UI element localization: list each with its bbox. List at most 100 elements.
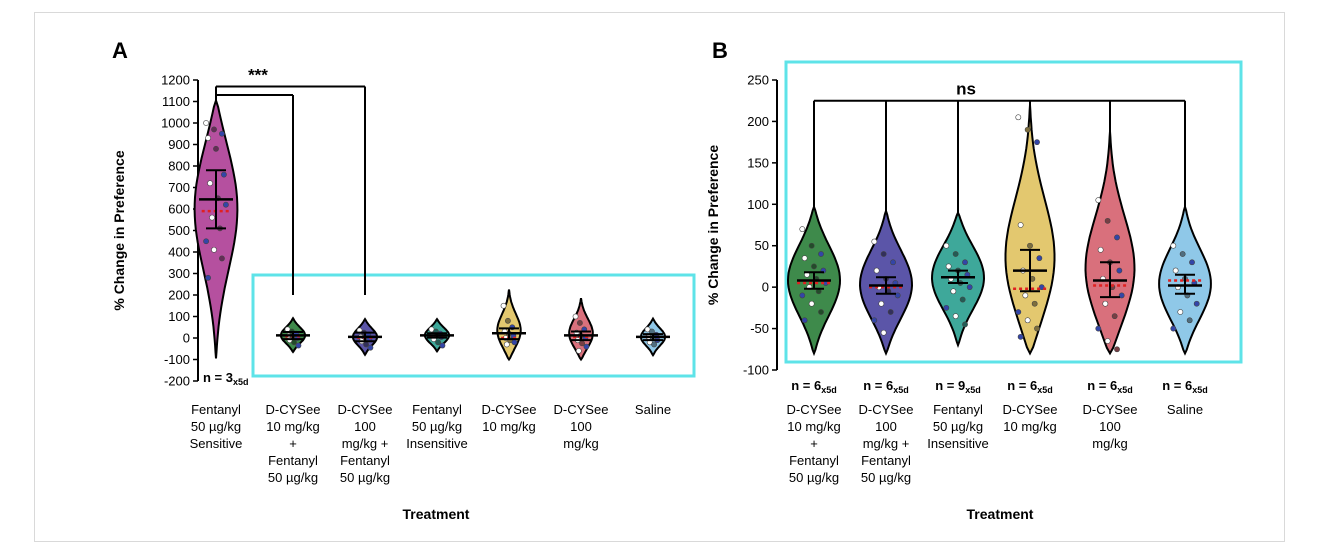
y-tick-label: 800 <box>168 159 190 174</box>
y-tick-label: 200 <box>168 288 190 303</box>
category-label: 50 µg/kg <box>340 470 390 485</box>
data-point <box>1193 300 1200 307</box>
data-point <box>799 292 806 299</box>
category-label: + <box>810 436 818 451</box>
y-tick-label: 500 <box>168 223 190 238</box>
data-point <box>1017 333 1024 340</box>
n-count-label: n = 9x5d <box>935 378 981 395</box>
data-point <box>1017 222 1024 228</box>
significance-label: *** <box>248 65 268 84</box>
category-label: Fentanyl <box>933 402 983 417</box>
violin-3 <box>930 210 986 349</box>
violin-2 <box>276 316 310 354</box>
data-point <box>818 251 824 257</box>
y-tick-label: 900 <box>168 137 190 152</box>
data-point <box>1114 234 1120 241</box>
category-label: mg/kg <box>563 436 598 451</box>
n-count-label: n = 6x5d <box>1087 378 1133 395</box>
data-point <box>1095 197 1102 204</box>
data-point <box>651 341 657 348</box>
data-point <box>952 313 959 320</box>
data-point <box>811 263 817 270</box>
violin-6 <box>1158 203 1212 356</box>
category-label: Saline <box>635 402 671 417</box>
category-label: Sensitive <box>190 436 243 451</box>
category-label: 50 µg/kg <box>861 470 911 485</box>
data-point <box>1031 300 1038 307</box>
data-point <box>503 341 510 348</box>
data-point <box>221 171 227 178</box>
violin-1 <box>193 97 239 359</box>
category-label: D-CYSee <box>1083 402 1138 417</box>
data-point <box>1170 242 1177 249</box>
y-tick-label: 600 <box>168 202 190 217</box>
category-label: 50 µg/kg <box>933 419 983 434</box>
data-point <box>583 343 590 350</box>
data-point <box>505 317 511 324</box>
data-point <box>1015 309 1022 315</box>
data-point <box>1114 346 1120 353</box>
data-point <box>1116 267 1123 274</box>
category-label: Fentanyl <box>861 453 911 468</box>
category-label: Fentanyl <box>789 453 839 468</box>
data-point <box>1170 325 1177 332</box>
data-point <box>1186 317 1193 324</box>
data-point <box>894 292 901 299</box>
y-tick-label: 0 <box>183 331 190 346</box>
category-label: 100 <box>1099 419 1121 434</box>
y-tick-label: 300 <box>168 266 190 281</box>
data-point <box>1177 309 1184 315</box>
data-point <box>871 317 878 324</box>
data-point <box>1189 259 1195 266</box>
category-label: mg/kg + <box>342 436 389 451</box>
data-point <box>880 329 887 336</box>
violin-5 <box>492 289 526 362</box>
y-tick-label: 0 <box>762 280 769 295</box>
data-point <box>219 130 225 137</box>
violin-body <box>1084 131 1136 356</box>
data-point <box>205 274 211 281</box>
category-label: 50 µg/kg <box>268 470 318 485</box>
category-label: + <box>289 436 297 451</box>
y-tick-label: -50 <box>750 321 769 336</box>
data-point <box>1036 255 1043 262</box>
category-label: 10 mg/kg <box>787 419 840 434</box>
category-label: D-CYSee <box>859 402 914 417</box>
data-point <box>1104 217 1111 224</box>
data-point <box>801 317 808 324</box>
data-point <box>1095 325 1102 332</box>
data-point <box>1104 338 1111 344</box>
category-label: Fentanyl <box>191 402 241 417</box>
violin-6 <box>564 298 598 362</box>
data-point <box>500 302 507 309</box>
y-tick-label: 400 <box>168 245 190 260</box>
data-point <box>1024 126 1031 133</box>
y-tick-label: 50 <box>755 238 769 253</box>
y-tick-label: 150 <box>747 155 769 170</box>
data-point <box>1172 267 1179 274</box>
category-label: Fentanyl <box>268 453 318 468</box>
data-point <box>295 342 302 349</box>
figure: A B -200-1000100200300400500600700800900… <box>111 38 1243 522</box>
data-point <box>808 300 815 307</box>
y-tick-label: 250 <box>747 73 769 88</box>
data-point <box>1118 292 1125 299</box>
category-label: D-CYSee <box>266 402 321 417</box>
category-label: Fentanyl <box>340 453 390 468</box>
category-label: 50 µg/kg <box>412 419 462 434</box>
data-point <box>203 238 209 245</box>
category-label: D-CYSee <box>787 402 842 417</box>
data-point <box>511 339 518 346</box>
category-label: 50 µg/kg <box>789 470 839 485</box>
category-label: Insensitive <box>406 436 467 451</box>
violin-7 <box>636 316 670 358</box>
n-count-label: n = 6x5d <box>791 378 837 395</box>
violin-1 <box>786 203 842 357</box>
data-point <box>959 296 966 303</box>
y-tick-label: 1000 <box>161 116 190 131</box>
y-tick-label: 1200 <box>161 73 190 88</box>
data-point <box>945 263 952 270</box>
data-point <box>209 214 215 221</box>
n-count-label: n = 3x5d <box>203 370 249 387</box>
data-point <box>966 284 973 291</box>
